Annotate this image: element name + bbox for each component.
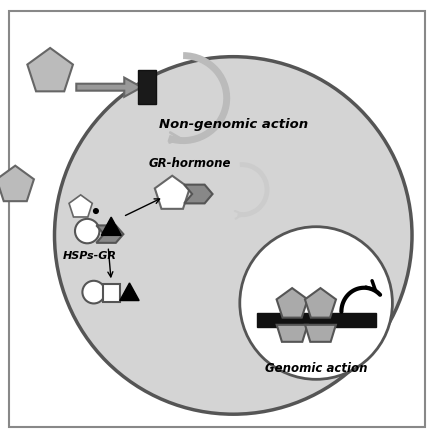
Polygon shape — [96, 225, 123, 243]
Polygon shape — [305, 288, 336, 317]
Text: Genomic action: Genomic action — [265, 362, 368, 375]
Polygon shape — [76, 78, 142, 97]
Bar — [138, 70, 156, 104]
Polygon shape — [69, 195, 92, 217]
FancyBboxPatch shape — [9, 11, 425, 427]
Circle shape — [75, 219, 99, 243]
Circle shape — [93, 208, 99, 214]
Polygon shape — [276, 288, 308, 317]
Circle shape — [82, 281, 105, 303]
Polygon shape — [305, 325, 336, 342]
Polygon shape — [277, 325, 307, 342]
Circle shape — [240, 227, 392, 379]
Polygon shape — [155, 176, 190, 209]
Polygon shape — [184, 185, 213, 203]
Text: HSPs-GR: HSPs-GR — [62, 251, 116, 261]
Text: GR-hormone: GR-hormone — [148, 157, 231, 170]
Bar — [103, 284, 120, 302]
Bar — [257, 313, 375, 327]
Text: Non-genomic action: Non-genomic action — [159, 118, 308, 131]
Polygon shape — [120, 283, 139, 300]
Polygon shape — [101, 217, 121, 235]
Circle shape — [54, 57, 412, 414]
Polygon shape — [27, 48, 73, 91]
Polygon shape — [0, 166, 34, 201]
